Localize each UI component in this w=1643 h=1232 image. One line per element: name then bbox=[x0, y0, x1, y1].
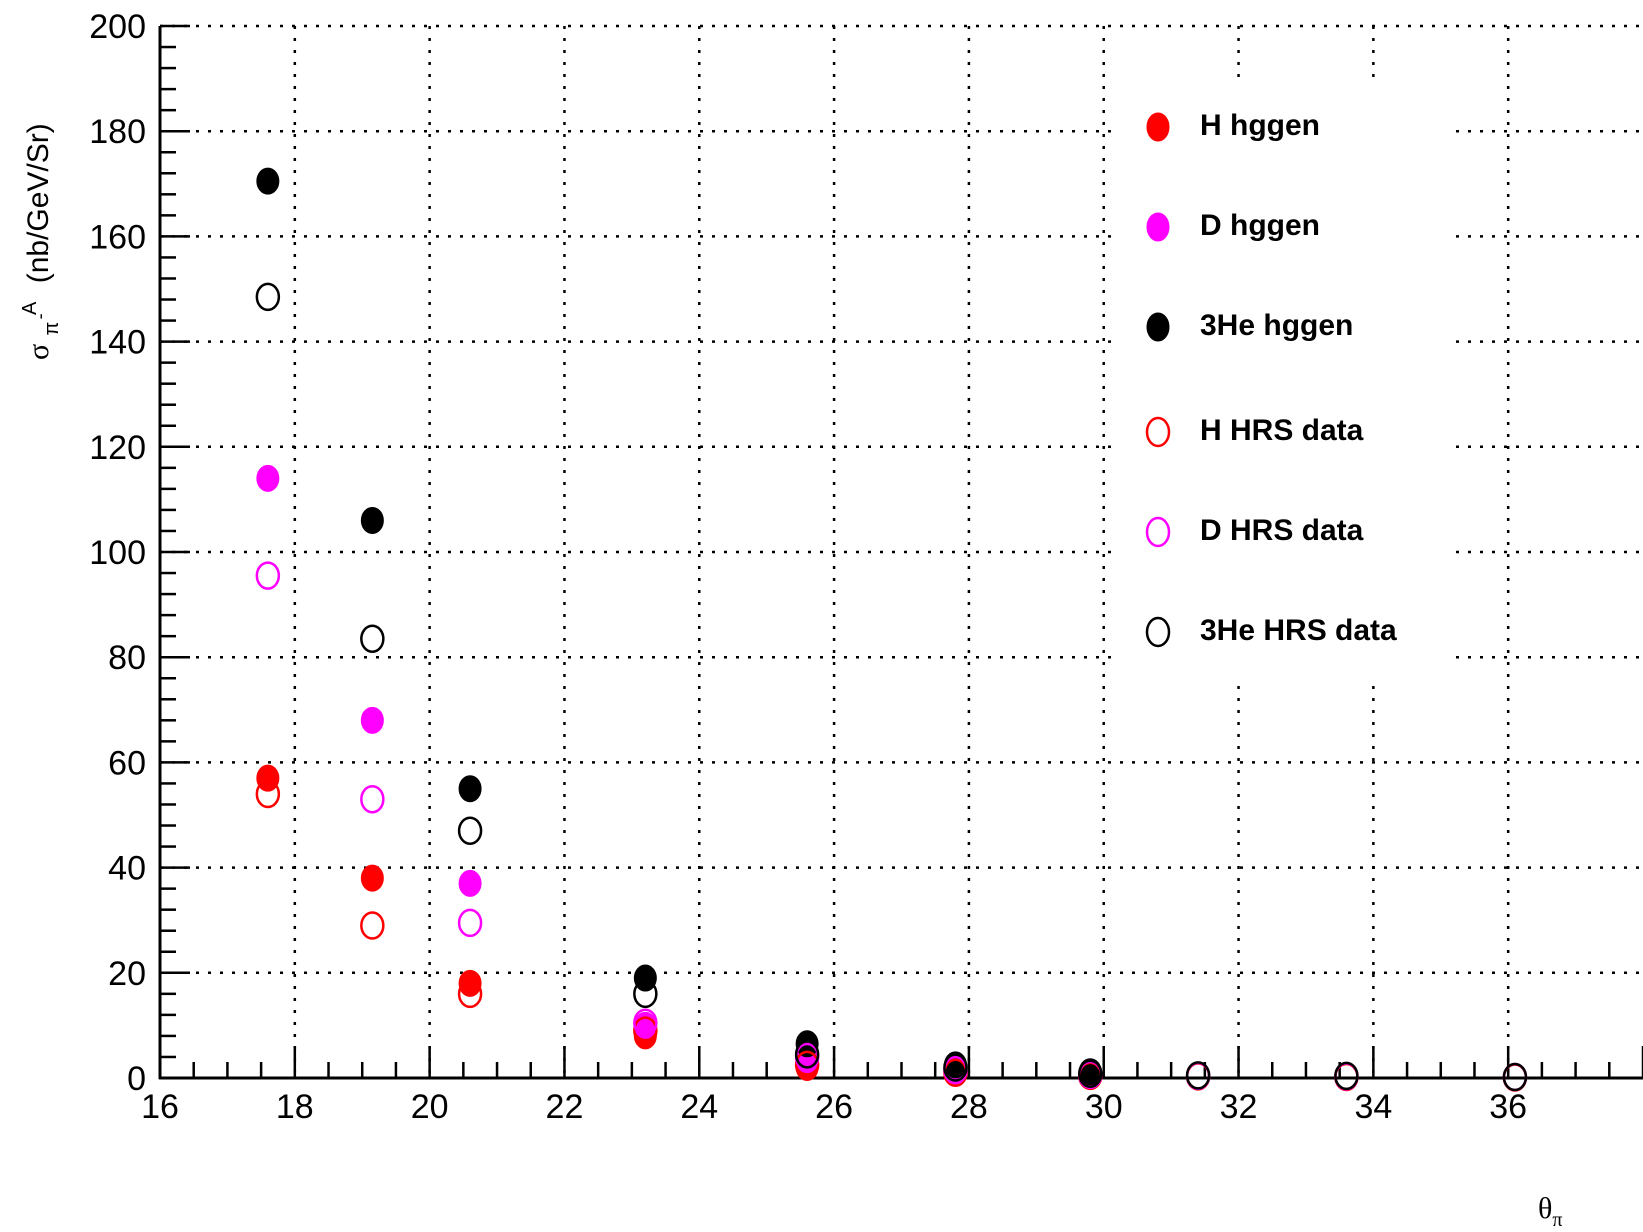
legend-label: 3He hggen bbox=[1200, 309, 1353, 342]
data-point bbox=[256, 167, 280, 195]
data-point bbox=[633, 1016, 658, 1045]
x-tick-label: 22 bbox=[546, 1088, 584, 1126]
y-axis-label: σ π - A (nb/GeV/Sr) bbox=[10, 123, 65, 360]
y-tick-label: 200 bbox=[89, 8, 146, 46]
y-tick-label: 180 bbox=[89, 113, 146, 151]
data-point bbox=[1185, 1061, 1211, 1090]
data-point bbox=[360, 624, 385, 654]
x-tick-label: 30 bbox=[1085, 1088, 1123, 1126]
data-point bbox=[458, 969, 482, 997]
data-point bbox=[1502, 1062, 1528, 1092]
x-tick-label: 32 bbox=[1220, 1088, 1258, 1126]
data-point bbox=[458, 775, 482, 803]
y-tick-label: 0 bbox=[127, 1060, 146, 1098]
legend-marker bbox=[1145, 516, 1171, 548]
legend-label: 3He HRS data bbox=[1200, 614, 1397, 647]
y-tick-label: 60 bbox=[108, 744, 146, 782]
legend-marker bbox=[1145, 616, 1171, 648]
x-tick-label: 18 bbox=[276, 1088, 314, 1126]
legend-label: H HRS data bbox=[1200, 414, 1364, 447]
data-point bbox=[943, 1053, 968, 1082]
data-point bbox=[457, 816, 483, 846]
y-tick-label: 100 bbox=[89, 534, 146, 572]
data-point bbox=[458, 869, 482, 897]
y-tick-label: 40 bbox=[108, 850, 146, 888]
legend-label: D HRS data bbox=[1200, 514, 1364, 547]
data-point bbox=[794, 1050, 820, 1080]
legend-marker bbox=[1146, 112, 1170, 142]
data-point bbox=[256, 764, 280, 792]
y-tick-label: 160 bbox=[89, 218, 146, 256]
legend-label: D hggen bbox=[1200, 209, 1320, 242]
legend-label: H hggen bbox=[1200, 109, 1320, 142]
x-tick-label: 34 bbox=[1354, 1088, 1392, 1126]
data-point bbox=[457, 979, 483, 1009]
data-point bbox=[1077, 1059, 1103, 1089]
x-tick-label: 36 bbox=[1489, 1088, 1527, 1126]
data-point bbox=[360, 911, 385, 940]
data-point bbox=[1334, 1061, 1359, 1091]
data-point bbox=[255, 282, 281, 312]
x-axis-label-sub: π bbox=[1552, 1209, 1562, 1231]
data-point bbox=[633, 979, 658, 1009]
data-point bbox=[633, 1011, 657, 1039]
legend-marker bbox=[1146, 212, 1170, 242]
grid bbox=[160, 24, 1643, 1078]
x-tick-label: 20 bbox=[411, 1088, 449, 1126]
data-point bbox=[457, 908, 483, 938]
data-point bbox=[360, 506, 384, 534]
data-point bbox=[255, 561, 281, 590]
x-axis-label: θπ bbox=[1538, 1192, 1562, 1231]
legend-marker bbox=[1145, 416, 1171, 448]
data-point bbox=[360, 864, 384, 892]
data-point bbox=[256, 464, 280, 492]
legend-box bbox=[1115, 80, 1455, 680]
data-point bbox=[255, 779, 281, 809]
y-tick-label: 80 bbox=[108, 639, 146, 677]
axes: 0 20 40 60 80 100 120 140 160 180 200 16 18 20 22 24 26 2… bbox=[89, 8, 1643, 1126]
legend-marker bbox=[1146, 312, 1170, 342]
data-point bbox=[360, 784, 385, 814]
x-axis-label-theta: θ bbox=[1538, 1192, 1552, 1225]
x-tick-label: 28 bbox=[950, 1088, 988, 1126]
x-tick-label: 26 bbox=[815, 1088, 853, 1126]
data-point bbox=[633, 964, 657, 992]
data-point bbox=[360, 706, 384, 734]
x-tick-label: 24 bbox=[680, 1088, 718, 1126]
data-points bbox=[255, 167, 1528, 1092]
y-tick-label: 140 bbox=[89, 324, 146, 362]
x-tick-label: 16 bbox=[141, 1088, 179, 1126]
legend: H hggen D hggen 3He hggen H HRS data D HRS d… bbox=[1115, 80, 1455, 680]
data-point bbox=[794, 1040, 820, 1069]
y-tick-label: 20 bbox=[108, 955, 146, 993]
y-tick-label: 120 bbox=[89, 429, 146, 467]
data-point bbox=[633, 1008, 658, 1038]
